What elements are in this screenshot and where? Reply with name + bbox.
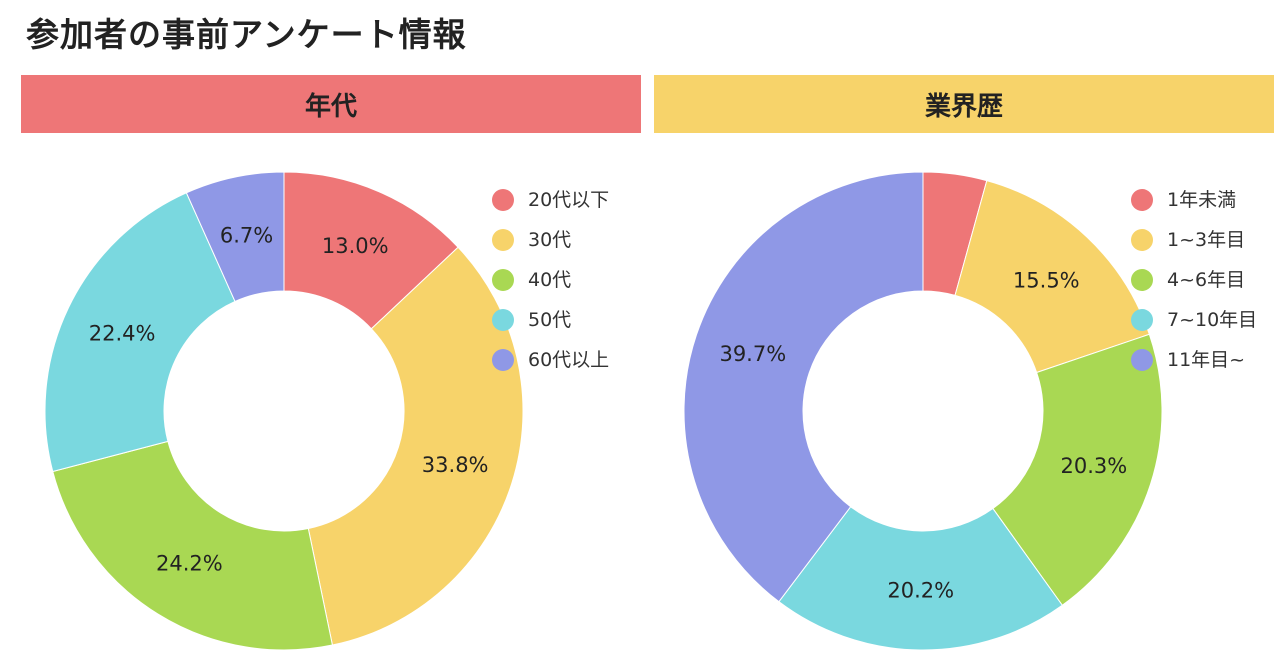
experience-donut-chart: 15.5% 20.3% 20.2% 39.7% 1年未満 1~3年目 4~6年目 7~10年目…	[683, 171, 1257, 651]
slice-2	[307, 246, 524, 646]
slice-label-5: 6.7%	[220, 223, 273, 247]
legend-marker-4	[492, 309, 514, 331]
legend-label-2: 1~3年目	[1167, 229, 1245, 251]
legend-marker-1	[492, 189, 514, 211]
age-donut-chart: 13.0% 33.8% 24.2% 22.4% 6.7% 20代以下 30代 40代 50代 60…	[44, 171, 609, 651]
slice-3	[992, 333, 1163, 606]
age-chart-title: 年代	[304, 91, 357, 122]
legend-marker-2	[1131, 229, 1153, 251]
slice-5	[185, 171, 285, 303]
legend-marker-4	[1131, 309, 1153, 331]
legend-marker-5	[492, 349, 514, 371]
slice-label-5: 39.7%	[719, 342, 786, 366]
legend-marker-5	[1131, 349, 1153, 371]
slice-3	[52, 440, 334, 651]
slice-4	[778, 506, 1063, 651]
slice-label-2: 33.8%	[422, 453, 489, 477]
experience-chart-title: 業界歴	[924, 91, 1003, 122]
slice-label-3: 24.2%	[156, 552, 223, 576]
slice-label-4: 22.4%	[89, 321, 156, 345]
slice-1	[283, 171, 459, 330]
legend-label-1: 20代以下	[528, 189, 609, 211]
legend-marker-2	[492, 229, 514, 251]
legend-label-1: 1年未満	[1167, 189, 1236, 211]
legend-label-3: 4~6年目	[1167, 269, 1245, 291]
legend-label-4: 50代	[528, 309, 571, 331]
legend-label-4: 7~10年目	[1167, 309, 1257, 331]
legend-marker-3	[1131, 269, 1153, 291]
legend-marker-1	[1131, 189, 1153, 211]
slice-5	[683, 171, 924, 603]
slice-label-1: 13.0%	[322, 234, 389, 258]
legend-marker-3	[492, 269, 514, 291]
slice-label-4: 20.2%	[887, 578, 954, 602]
slice-label-3: 20.3%	[1061, 454, 1128, 478]
page-title: 参加者の事前アンケート情報	[26, 15, 467, 54]
slice-4	[44, 192, 236, 473]
experience-chart-header: 業界歴	[654, 75, 1274, 133]
slice-label-2: 15.5%	[1013, 269, 1080, 293]
age-chart-header: 年代	[21, 75, 641, 133]
legend-label-3: 40代	[528, 269, 571, 291]
legend-label-5: 60代以上	[528, 349, 609, 371]
legend-label-5: 11年目~	[1167, 349, 1245, 371]
legend-label-2: 30代	[528, 229, 571, 251]
